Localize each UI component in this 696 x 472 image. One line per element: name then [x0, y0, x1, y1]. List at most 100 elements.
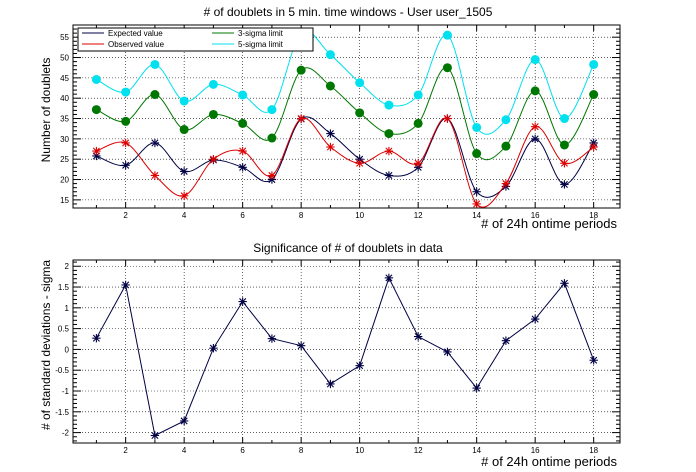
- x-tick-label: 10: [355, 446, 364, 455]
- data-point: [121, 116, 131, 126]
- data-point: [501, 179, 511, 188]
- x-tick-label: 18: [589, 211, 598, 220]
- y-tick-label: 1.5: [58, 283, 70, 292]
- data-point: [443, 347, 452, 357]
- data-point: [209, 343, 218, 353]
- series-group: [92, 273, 598, 440]
- data-point: [472, 187, 481, 196]
- data-point: [413, 118, 423, 128]
- y-tick-label: 2: [65, 262, 70, 271]
- data-point: [325, 81, 335, 91]
- data-point: [413, 90, 423, 100]
- data-point: [413, 332, 423, 341]
- data-point: [559, 140, 569, 150]
- series-line-0: [95, 276, 595, 437]
- y-axis-label: Number of doublets: [39, 58, 53, 163]
- data-point: [296, 114, 306, 123]
- data-point: [326, 142, 335, 152]
- data-point: [209, 155, 218, 164]
- data-point: [179, 96, 189, 106]
- data-point: [384, 146, 394, 156]
- x-tick-label: 12: [414, 446, 423, 455]
- data-point: [296, 341, 306, 350]
- data-point: [121, 87, 131, 97]
- data-point: [472, 383, 481, 393]
- data-point: [530, 122, 540, 131]
- y-tick-label: 0: [65, 345, 70, 354]
- y-tick-label: 15: [60, 196, 69, 205]
- data-point: [121, 280, 130, 290]
- data-point: [267, 133, 277, 143]
- data-point: [589, 59, 599, 69]
- data-point: [560, 180, 569, 189]
- plot-frame: [72, 259, 621, 444]
- data-point: [267, 334, 277, 343]
- data-point: [530, 134, 540, 144]
- data-point: [501, 115, 511, 125]
- data-point: [92, 333, 101, 343]
- data-point: [325, 50, 335, 60]
- y-tick-label: 35: [60, 115, 69, 124]
- data-point: [413, 159, 423, 168]
- data-point: [442, 30, 452, 40]
- x-tick-label: 12: [414, 211, 423, 220]
- data-point: [443, 114, 452, 123]
- data-point: [208, 79, 218, 89]
- axis-ticks: 2 4 6 8 10 12 14 16 18 -2 -1.5 -1 -0.5 0 0.5 1 1.5 2: [55, 260, 620, 455]
- x-tick-label: 16: [531, 446, 540, 455]
- x-tick-label: 2: [123, 446, 128, 455]
- panel-significance: Significance of # of doublets in data # …: [39, 241, 621, 469]
- data-point: [150, 59, 160, 69]
- x-axis-label: # of 24h ontime periods: [481, 216, 617, 231]
- x-tick-label: 14: [472, 446, 481, 455]
- data-point: [355, 159, 364, 168]
- y-tick-label: -0.5: [55, 366, 69, 375]
- data-point: [501, 336, 511, 345]
- data-point: [121, 138, 130, 148]
- data-point: [355, 108, 365, 118]
- data-point: [179, 416, 189, 426]
- x-tick-label: 10: [355, 211, 364, 220]
- data-point: [355, 78, 365, 88]
- x-tick-label: 6: [240, 211, 245, 220]
- data-point: [238, 146, 247, 156]
- data-point: [150, 90, 160, 100]
- data-point: [238, 297, 247, 306]
- data-point: [589, 90, 599, 100]
- y-tick-label: -1.5: [55, 408, 69, 417]
- y-tick-label: -2: [62, 429, 70, 438]
- data-point: [384, 129, 394, 139]
- y-tick-label: 55: [60, 33, 69, 42]
- y-axis-label: # of standard deviations - sigma: [39, 260, 53, 430]
- x-tick-label: 4: [182, 446, 187, 455]
- y-tick-label: 20: [60, 176, 69, 185]
- data-point: [530, 314, 540, 324]
- data-point: [150, 431, 160, 440]
- data-point: [472, 199, 481, 209]
- x-tick-label: 8: [299, 211, 304, 220]
- y-tick-label: 0.5: [58, 325, 70, 334]
- data-point: [179, 191, 189, 200]
- data-point: [91, 74, 101, 84]
- y-tick-label: 30: [60, 135, 69, 144]
- legend-label-expected: Expected value: [108, 29, 163, 38]
- legend-label-3sigma: 3-sigma limit: [238, 29, 284, 38]
- grid: [73, 260, 620, 443]
- data-point: [560, 159, 569, 168]
- y-tick-label: 50: [60, 54, 69, 63]
- data-point: [472, 149, 482, 159]
- x-tick-label: 16: [531, 211, 540, 220]
- data-point: [530, 55, 540, 65]
- legend-label-observed: Observed value: [108, 40, 165, 49]
- x-tick-label: 6: [240, 446, 245, 455]
- x-tick-label: 14: [472, 211, 481, 220]
- data-point: [238, 118, 248, 128]
- x-tick-label: 18: [589, 446, 598, 455]
- data-point: [326, 379, 335, 389]
- data-point: [208, 109, 218, 119]
- data-point: [559, 114, 569, 124]
- y-tick-label: -1: [62, 387, 70, 396]
- axis-ticks: 2 4 6 8 10 12 14 16 18 15 20 25 30 35 40 45 50 55: [60, 24, 620, 220]
